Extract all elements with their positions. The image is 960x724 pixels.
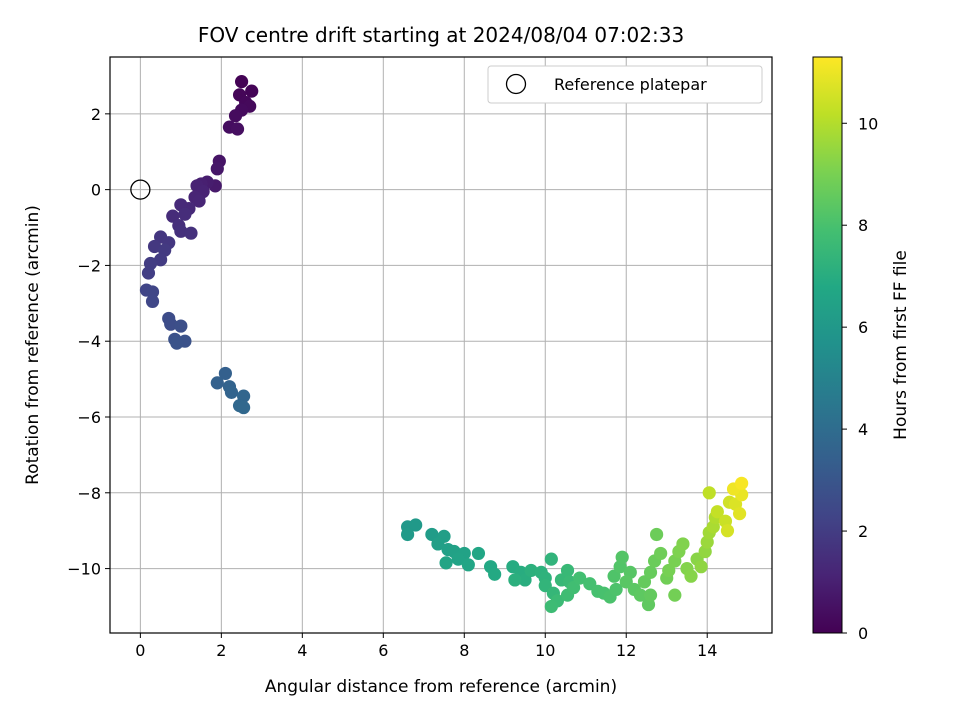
data-point [524, 563, 538, 578]
reference-marker [130, 179, 151, 200]
data-point [154, 253, 168, 267]
x-tick-label: 0 [135, 641, 145, 660]
data-point [544, 599, 558, 614]
data-point [702, 486, 716, 500]
data-point [733, 507, 747, 521]
data-point [637, 575, 652, 589]
data-point [607, 569, 621, 583]
x-tick-label: 10 [535, 641, 555, 660]
data-point [400, 527, 415, 542]
data-point [694, 560, 708, 574]
y-tick-label: 2 [91, 105, 101, 124]
data-point [735, 476, 749, 490]
data-point [615, 550, 629, 564]
y-tick-label: −2 [77, 256, 101, 275]
y-tick-label: −6 [77, 408, 101, 427]
data-point [237, 400, 251, 415]
data-point [518, 573, 532, 587]
x-tick-label: 6 [378, 641, 388, 660]
y-tick-label: −4 [77, 332, 101, 351]
colorbar-tick-label: 2 [858, 522, 868, 541]
data-point [230, 122, 245, 136]
x-axis-ticks: 0 2 4 6 8 10 12 14 [135, 633, 717, 660]
y-tick-label: −8 [77, 484, 101, 503]
y-tick-label: 0 [91, 181, 101, 200]
data-point [439, 556, 453, 570]
reference-platepar-point [130, 179, 151, 200]
y-tick-label: −10 [67, 560, 101, 579]
grid-lines [110, 57, 772, 633]
y-axis-ticks: 2 0 −2 −4 −6 −8 −10 [67, 105, 110, 579]
data-point [668, 588, 682, 602]
data-point [192, 194, 206, 208]
colorbar-label: Hours from first FF file [891, 250, 911, 440]
data-point [451, 552, 465, 566]
plot-frame [109, 56, 773, 634]
data-point [224, 385, 239, 399]
data-point [710, 505, 724, 519]
legend-box [487, 65, 763, 104]
data-point [145, 285, 160, 299]
data-point [662, 563, 676, 578]
data-point [218, 366, 232, 381]
colorbar-tick-label: 8 [858, 216, 868, 235]
data-point [643, 588, 658, 602]
colorbar-tick-label: 0 [858, 624, 868, 643]
x-tick-label: 4 [297, 641, 307, 660]
colorbar-gradient [812, 56, 843, 634]
data-point [720, 524, 735, 538]
data-point [174, 319, 188, 333]
data-point [141, 266, 156, 280]
x-tick-label: 12 [616, 641, 636, 660]
data-point [461, 558, 475, 572]
x-tick-label: 8 [459, 641, 469, 660]
data-point [210, 162, 224, 176]
data-point [166, 209, 180, 223]
data-point [178, 207, 192, 221]
data-points [139, 75, 749, 614]
data-point [544, 552, 558, 566]
chart-title: FOV centre drift starting at 2024/08/04 … [198, 23, 684, 47]
data-point [633, 588, 648, 602]
colorbar: 0 2 4 6 8 10 Hours from first FF file [812, 56, 911, 643]
legend-label: Reference platepar [554, 75, 707, 94]
data-point [560, 563, 575, 578]
data-point [245, 84, 259, 98]
x-tick-label: 14 [697, 641, 717, 660]
data-point [145, 294, 160, 309]
data-point [567, 580, 581, 595]
data-point [676, 537, 690, 551]
data-point [228, 109, 243, 123]
data-point [170, 336, 184, 350]
data-point [409, 518, 423, 532]
data-point [164, 317, 178, 331]
data-point [471, 546, 486, 561]
data-point [488, 567, 502, 581]
data-point [609, 582, 623, 597]
data-point [184, 226, 198, 240]
colorbar-ticks: 0 2 4 6 8 10 [842, 114, 878, 643]
colorbar-tick-label: 10 [858, 114, 878, 133]
data-point [431, 537, 445, 551]
data-point [147, 239, 162, 254]
data-point [210, 376, 224, 390]
data-point [650, 527, 664, 542]
legend-marker [505, 73, 527, 95]
x-axis-label: Angular distance from reference (arcmin) [265, 677, 617, 697]
data-point [684, 569, 698, 583]
data-point [425, 527, 439, 542]
data-point [573, 571, 587, 585]
data-point [174, 224, 188, 238]
x-tick-label: 2 [216, 641, 226, 660]
data-point [234, 75, 249, 89]
colorbar-tick-label: 4 [858, 420, 868, 439]
y-axis-label: Rotation from reference (arcmin) [23, 205, 43, 485]
data-point [654, 546, 668, 561]
legend: Reference platepar [487, 65, 763, 104]
data-point [643, 565, 658, 579]
colorbar-tick-label: 6 [858, 318, 868, 337]
data-point [508, 573, 522, 587]
